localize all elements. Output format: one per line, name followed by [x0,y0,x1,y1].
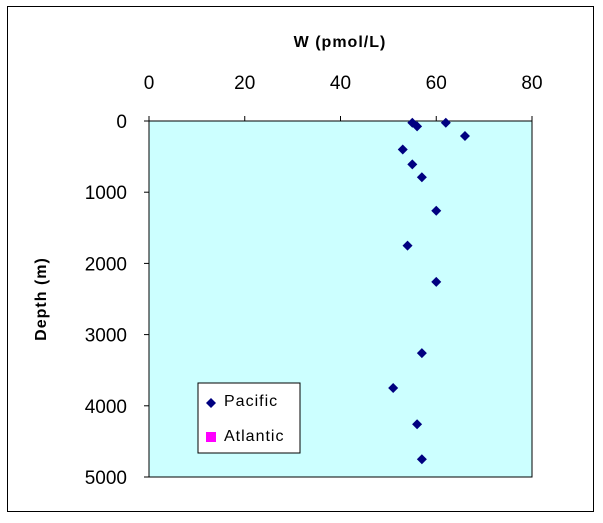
data-point-pacific [412,121,423,132]
legend-label-pacific: Pacific [224,393,278,410]
data-point-pacific [397,144,408,155]
data-point-pacific [431,205,442,216]
y-tick-label: 2000 [85,254,127,275]
y-axis: 0 1000 2000 3000 4000 5000 [85,112,149,489]
y-tick-label: 1000 [85,183,127,204]
data-points [388,117,470,465]
x-tick-label: 40 [330,73,351,94]
x-tick-label: 80 [521,73,542,94]
data-point-pacific [416,454,427,465]
y-tick-label: 4000 [85,397,127,418]
x-tick-label: 60 [426,73,447,94]
x-tick-label: 20 [234,73,255,94]
data-point-pacific [416,348,427,359]
legend-label-atlantic: Atlantic [224,428,284,445]
legend-marker-pacific [206,398,216,408]
data-point-pacific [388,383,399,393]
x-tick-label: 0 [144,73,155,94]
y-tick-label: 3000 [85,326,127,347]
data-point-pacific [459,130,470,141]
data-point-pacific [431,276,442,287]
y-axis-title: Depth (m) [33,257,50,341]
data-point-pacific [402,240,413,251]
data-point-pacific [412,419,423,430]
data-point-pacific [416,172,427,183]
x-axis: 0 20 40 60 80 [144,73,543,121]
x-axis-title: W (pmol/L) [294,34,387,51]
data-point-pacific [440,117,451,128]
legend: Pacific Atlantic [197,382,301,454]
legend-marker-atlantic [206,432,216,442]
data-point-pacific [407,159,418,170]
y-tick-label: 0 [116,112,127,133]
y-tick-label: 5000 [85,468,127,489]
